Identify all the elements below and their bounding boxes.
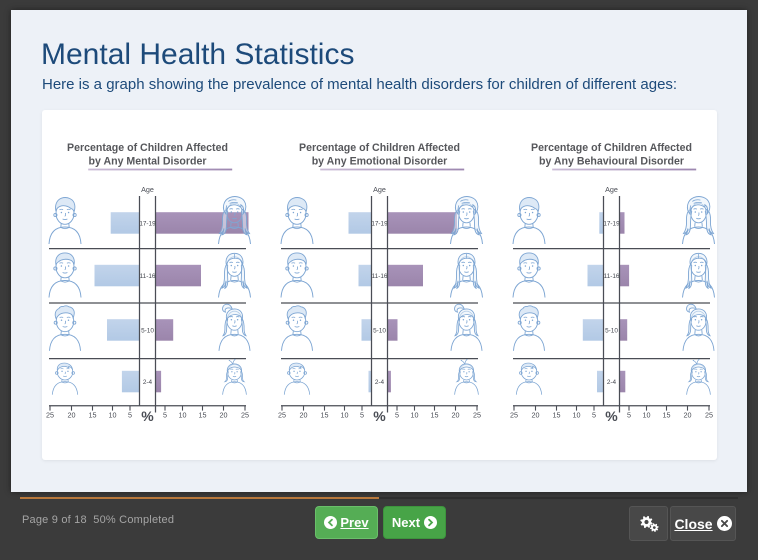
svg-text:20: 20 [532,410,540,419]
svg-text:10: 10 [573,410,581,419]
svg-text:Percentage of Children Affecte: Percentage of Children Affected [531,142,692,154]
svg-text:5: 5 [395,410,399,419]
svg-text:25: 25 [705,410,713,419]
svg-text:20: 20 [220,410,228,419]
svg-text:20: 20 [684,410,692,419]
svg-text:5: 5 [592,410,596,419]
svg-text:10: 10 [643,410,651,419]
svg-text:5-10: 5-10 [373,327,386,334]
svg-text:10: 10 [341,410,349,419]
svg-text:20: 20 [300,410,308,419]
svg-text:20: 20 [68,410,76,419]
svg-text:11-16: 11-16 [140,273,156,280]
svg-text:Percentage of Children Affecte: Percentage of Children Affected [67,142,228,154]
svg-text:15: 15 [553,410,561,419]
svg-text:%: % [373,408,386,424]
svg-text:17-19: 17-19 [371,220,388,227]
svg-text:Age: Age [605,185,618,194]
svg-text:%: % [141,408,154,424]
svg-text:by Any Behavioural Disorder: by Any Behavioural Disorder [539,156,684,168]
svg-text:25: 25 [473,410,481,419]
svg-text:15: 15 [199,410,207,419]
svg-text:15: 15 [89,410,97,419]
svg-text:10: 10 [179,410,187,419]
svg-text:5: 5 [360,410,364,419]
svg-text:2-4: 2-4 [375,379,385,386]
svg-text:25: 25 [278,410,286,419]
svg-text:Age: Age [373,185,386,194]
svg-text:2-4: 2-4 [143,379,153,386]
svg-text:25: 25 [46,410,54,419]
svg-text:15: 15 [663,410,671,419]
svg-text:5-10: 5-10 [605,327,618,334]
svg-text:17-19: 17-19 [603,220,620,227]
svg-text:25: 25 [241,410,249,419]
svg-text:5: 5 [163,410,167,419]
svg-text:Percentage of Children Affecte: Percentage of Children Affected [299,142,460,154]
svg-text:10: 10 [411,410,419,419]
svg-text:%: % [605,408,618,424]
svg-text:2-4: 2-4 [607,379,617,386]
svg-text:by Any Mental Disorder: by Any Mental Disorder [89,156,207,168]
svg-text:Age: Age [141,185,154,194]
svg-text:5: 5 [128,410,132,419]
svg-text:5-10: 5-10 [141,327,154,334]
svg-text:17-19: 17-19 [139,220,156,227]
svg-text:25: 25 [510,410,518,419]
svg-text:20: 20 [452,410,460,419]
svg-text:15: 15 [321,410,329,419]
svg-text:15: 15 [431,410,439,419]
svg-text:5: 5 [627,410,631,419]
svg-text:by Any Emotional Disorder: by Any Emotional Disorder [312,156,448,168]
svg-text:11-16: 11-16 [372,273,388,280]
svg-text:10: 10 [109,410,117,419]
svg-text:11-16: 11-16 [604,273,620,280]
